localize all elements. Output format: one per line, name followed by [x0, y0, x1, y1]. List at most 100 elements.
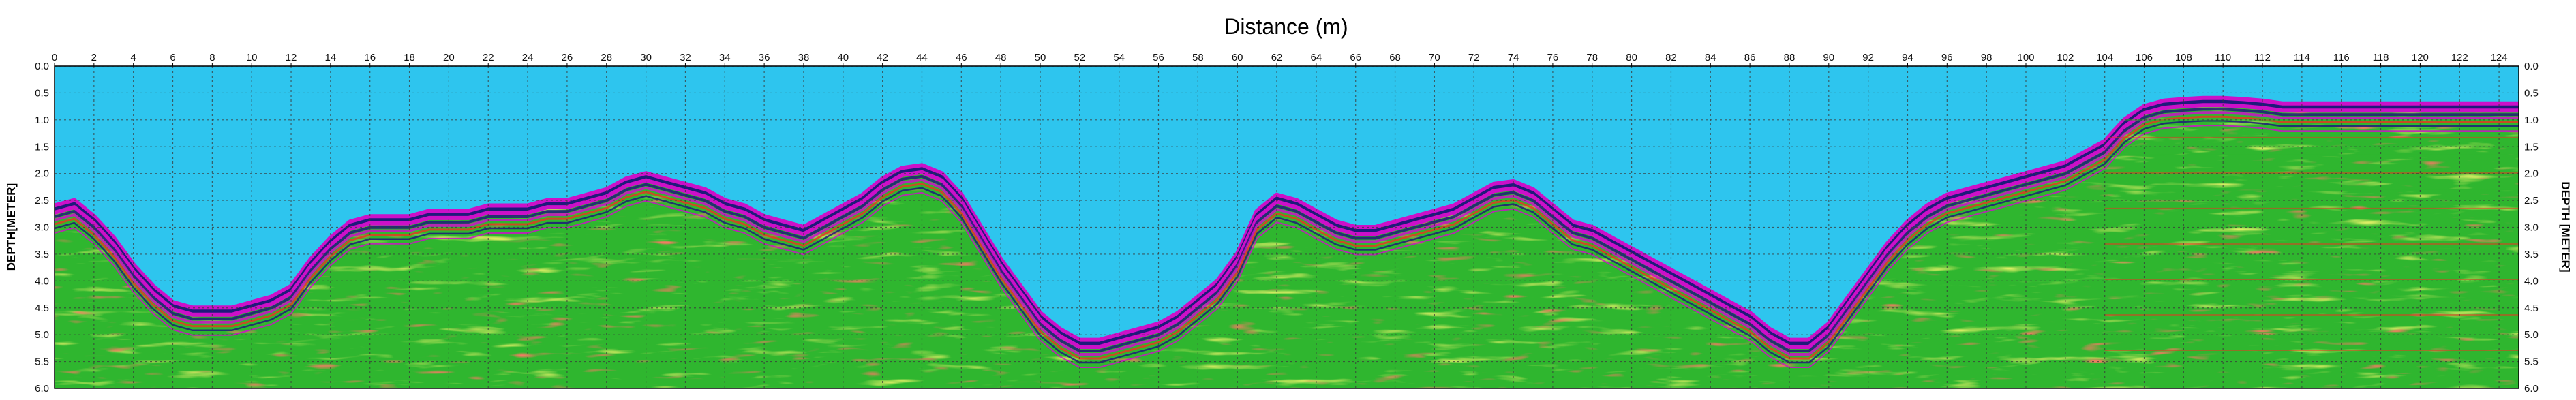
- y-tick-label-right: 0.0: [2524, 61, 2539, 72]
- x-tick-label: 114: [2294, 52, 2310, 63]
- x-tick-label: 124: [2491, 52, 2508, 63]
- x-tick-label: 30: [640, 52, 652, 63]
- x-tick-label: 18: [404, 52, 415, 63]
- x-tick-label: 28: [601, 52, 612, 63]
- y-tick-label-right: 5.0: [2524, 329, 2539, 341]
- x-tick-label: 118: [2373, 52, 2389, 63]
- x-axis-title: Distance (m): [1224, 14, 1348, 39]
- x-tick-label: 24: [522, 52, 534, 63]
- reflector-band: [55, 108, 2519, 352]
- x-tick-label: 82: [1665, 52, 1677, 63]
- x-tick-label: 86: [1744, 52, 1756, 63]
- x-tick-label: 44: [916, 52, 928, 63]
- x-tick-label: 62: [1271, 52, 1283, 63]
- y-axis-title-left: DEPTH[METER]: [5, 183, 18, 271]
- x-tick-label: 76: [1547, 52, 1559, 63]
- y-tick-label-left: 2.0: [35, 168, 49, 180]
- x-tick-label: 58: [1192, 52, 1204, 63]
- x-tick-label: 4: [131, 52, 136, 63]
- x-tick-label: 34: [719, 52, 731, 63]
- y-tick-label-left: 3.5: [35, 249, 49, 260]
- x-tick-label: 38: [798, 52, 810, 63]
- y-tick-label-left: 2.5: [35, 195, 49, 206]
- grid-lines: [55, 66, 2519, 388]
- x-tick-label: 42: [877, 52, 888, 63]
- x-tick-label: 108: [2175, 52, 2192, 63]
- y-axis-ticks-left: 0.0 0.5 1.0 1.5 2.0 2.5 3.0 3.5 4.0 4.5 5.0 5.5 6.0: [35, 61, 49, 395]
- x-tick-label: 116: [2333, 52, 2350, 63]
- x-tick-label: 12: [286, 52, 297, 63]
- x-tick-label: 22: [483, 52, 494, 63]
- y-axis-ticks-right: 0.0 0.5 1.0 1.5 2.0 2.5 3.0 3.5 4.0 4.5 5.0 5.5 6.0: [2524, 61, 2539, 395]
- x-tick-label: 20: [443, 52, 455, 63]
- y-tick-label-left: 4.5: [35, 303, 49, 314]
- x-tick-label: 84: [1705, 52, 1716, 63]
- x-tick-label: 36: [759, 52, 770, 63]
- x-tick-label: 68: [1389, 52, 1401, 63]
- x-tick-label: 40: [837, 52, 849, 63]
- y-tick-label-left: 0.0: [35, 61, 49, 72]
- reflector-band: [55, 103, 2519, 350]
- x-tick-label: 72: [1468, 52, 1480, 63]
- y-tick-label-left: 1.0: [35, 114, 49, 126]
- x-tick-label: 6: [170, 52, 175, 63]
- y-tick-label-left: 0.5: [35, 87, 49, 99]
- x-tick-label: 92: [1862, 52, 1874, 63]
- x-tick-label: 10: [246, 52, 258, 63]
- x-tick-label: 46: [956, 52, 967, 63]
- x-tick-label: 54: [1113, 52, 1125, 63]
- x-tick-label: 56: [1153, 52, 1164, 63]
- reflector-bands: [55, 95, 2519, 368]
- x-axis-ticks: 0 2 4 6 8 10 12 14 16 18 20 22 24 26 28 30 32 34 36 38 40 42 4…: [52, 52, 2508, 66]
- x-tick-label: 64: [1311, 52, 1322, 63]
- x-tick-label: 112: [2254, 52, 2271, 63]
- x-tick-label: 96: [1941, 52, 1953, 63]
- y-tick-label-right: 3.0: [2524, 222, 2539, 234]
- y-tick-label-right: 0.5: [2524, 87, 2539, 99]
- plot-frame: [54, 65, 2519, 389]
- y-tick-label-left: 5.5: [35, 356, 49, 368]
- x-tick-label: 66: [1350, 52, 1361, 63]
- y-tick-label-right: 4.0: [2524, 275, 2539, 287]
- y-axis-title-right: DEPTH [METER]: [2559, 181, 2572, 272]
- y-tick-label-right: 2.5: [2524, 195, 2539, 206]
- x-tick-label: 70: [1429, 52, 1440, 63]
- x-tick-label: 2: [91, 52, 97, 63]
- x-tick-label: 74: [1508, 52, 1519, 63]
- reflector-band: [55, 125, 2519, 368]
- x-tick-label: 78: [1586, 52, 1598, 63]
- y-tick-label-right: 1.5: [2524, 141, 2539, 153]
- reflector-band: [55, 111, 2519, 356]
- y-tick-label-left: 4.0: [35, 275, 49, 287]
- y-tick-label-right: 5.5: [2524, 356, 2539, 368]
- y-tick-label-right: 3.5: [2524, 249, 2539, 260]
- x-tick-label: 52: [1074, 52, 1085, 63]
- x-tick-label: 94: [1902, 52, 1913, 63]
- y-tick-label-left: 6.0: [35, 383, 49, 395]
- plot-area: [55, 66, 2519, 388]
- y-tick-label-right: 1.0: [2524, 114, 2539, 126]
- x-tick-label: 100: [2017, 52, 2034, 63]
- x-tick-label: 16: [364, 52, 376, 63]
- reflector-band: [55, 115, 2519, 360]
- x-tick-label: 8: [209, 52, 215, 63]
- x-tick-label: 50: [1035, 52, 1046, 63]
- x-tick-label: 48: [995, 52, 1007, 63]
- y-tick-label-right: 6.0: [2524, 383, 2539, 395]
- y-tick-label-left: 3.0: [35, 222, 49, 234]
- x-tick-label: 88: [1784, 52, 1795, 63]
- x-tick-label: 120: [2412, 52, 2429, 63]
- reflector-band: [55, 120, 2519, 364]
- y-tick-label-left: 1.5: [35, 141, 49, 153]
- x-tick-label: 32: [680, 52, 691, 63]
- x-tick-label: 102: [2057, 52, 2074, 63]
- x-tick-label: 122: [2451, 52, 2468, 63]
- x-tick-label: 14: [325, 52, 337, 63]
- y-tick-label-right: 2.0: [2524, 168, 2539, 180]
- reflector-band: [55, 99, 2519, 345]
- y-tick-label-right: 4.5: [2524, 303, 2539, 314]
- x-tick-label: 0: [52, 52, 57, 63]
- x-tick-label: 98: [1981, 52, 1992, 63]
- x-tick-label: 90: [1823, 52, 1834, 63]
